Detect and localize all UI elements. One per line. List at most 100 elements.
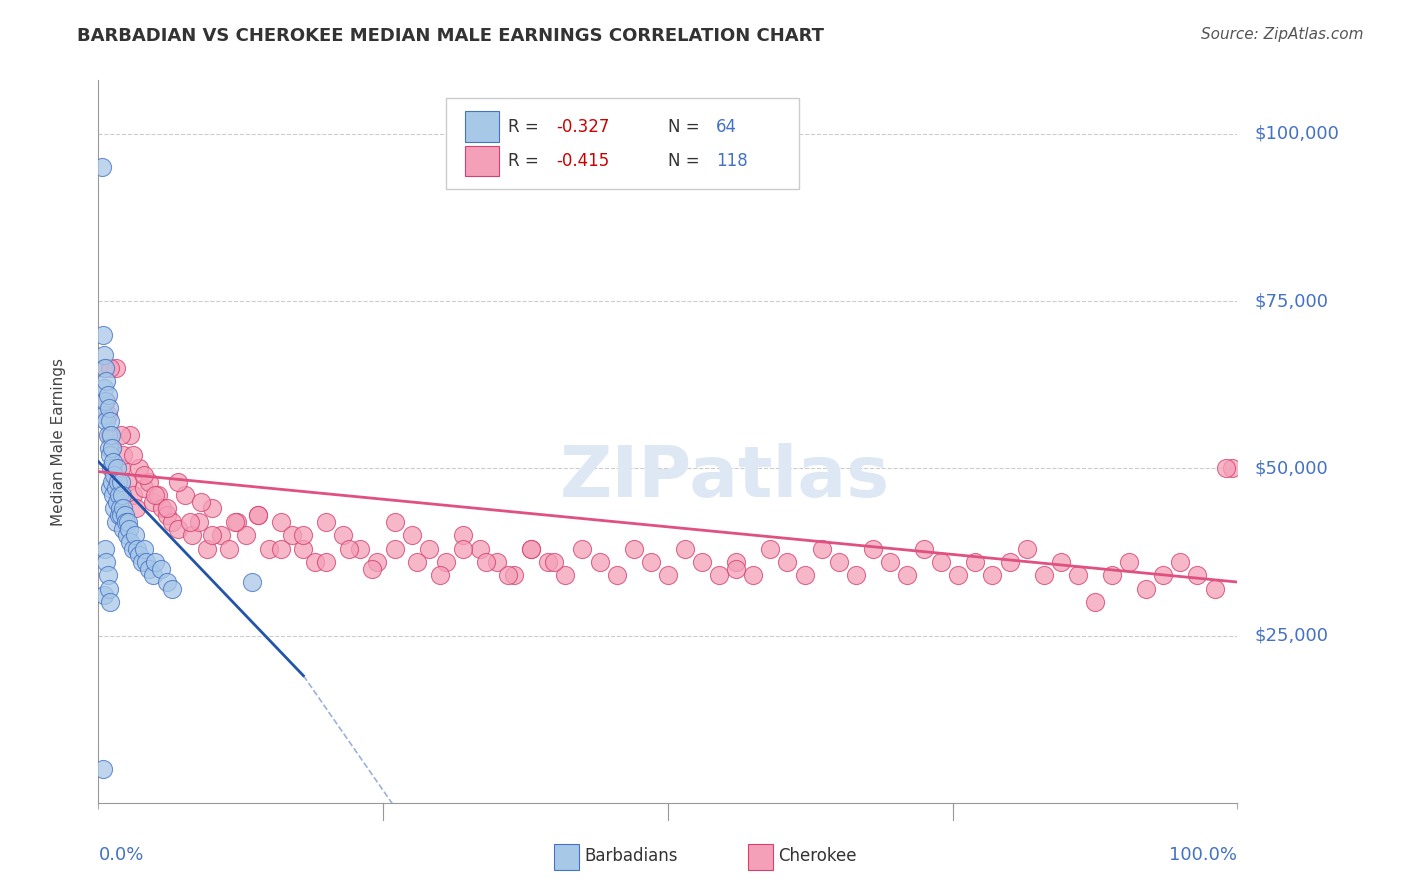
Point	[201, 501, 224, 516]
Point	[690, 555, 713, 569]
Point	[707, 568, 730, 582]
Point	[998, 555, 1021, 569]
Point	[132, 467, 155, 482]
Point	[810, 541, 832, 556]
Point	[132, 541, 155, 556]
Point	[948, 568, 970, 582]
Point	[201, 528, 224, 542]
Point	[429, 568, 451, 582]
Point	[384, 515, 406, 529]
Point	[121, 488, 143, 502]
Point	[97, 582, 120, 596]
Point	[156, 508, 179, 523]
Point	[108, 501, 131, 516]
Point	[100, 461, 122, 475]
Point	[91, 327, 114, 342]
Text: Cherokee: Cherokee	[779, 847, 856, 865]
Point	[98, 361, 121, 376]
Point	[965, 555, 987, 569]
Text: Source: ZipAtlas.com: Source: ZipAtlas.com	[1201, 27, 1364, 42]
Point	[912, 541, 935, 556]
Point	[1084, 595, 1107, 609]
Point	[1215, 461, 1237, 475]
Point	[150, 562, 173, 576]
Point	[606, 568, 628, 582]
Point	[93, 381, 115, 395]
Point	[1135, 582, 1157, 596]
Point	[110, 475, 132, 489]
Point	[108, 488, 131, 502]
Point	[179, 515, 201, 529]
Point	[520, 541, 543, 556]
Point	[121, 448, 143, 462]
Point	[156, 575, 179, 590]
Point	[1015, 541, 1038, 556]
Point	[571, 541, 593, 556]
Point	[112, 521, 135, 535]
Point	[759, 541, 782, 556]
Point	[96, 408, 118, 422]
Point	[349, 541, 371, 556]
Point	[190, 494, 212, 508]
Point	[98, 595, 121, 609]
Point	[150, 501, 173, 516]
Point	[1204, 582, 1226, 596]
Point	[209, 528, 232, 542]
Point	[115, 475, 138, 489]
Point	[91, 762, 114, 776]
Point	[138, 475, 160, 489]
Point	[981, 568, 1004, 582]
Point	[138, 562, 160, 576]
Point	[418, 541, 440, 556]
Point	[156, 501, 179, 516]
Point	[103, 461, 125, 475]
Point	[1049, 555, 1071, 569]
Point	[1187, 568, 1209, 582]
Point	[434, 555, 457, 569]
Point	[101, 441, 124, 455]
Point	[543, 555, 565, 569]
Point	[131, 555, 153, 569]
Point	[246, 508, 269, 523]
Point	[1220, 461, 1243, 475]
Point	[128, 548, 150, 563]
Point	[503, 568, 526, 582]
Point	[105, 475, 128, 489]
Point	[167, 521, 190, 535]
Point	[103, 467, 125, 482]
Point	[224, 515, 246, 529]
Point	[104, 361, 127, 376]
FancyBboxPatch shape	[465, 146, 499, 177]
Point	[167, 475, 190, 489]
Point	[281, 528, 304, 542]
Point	[725, 555, 748, 569]
Point	[537, 555, 560, 569]
Point	[98, 427, 121, 442]
Text: $75,000: $75,000	[1254, 292, 1329, 310]
Point	[1118, 555, 1140, 569]
Point	[1032, 568, 1054, 582]
Point	[124, 528, 146, 542]
Point	[108, 488, 131, 502]
Text: 118: 118	[716, 153, 748, 170]
Point	[235, 528, 257, 542]
Point	[468, 541, 491, 556]
Point	[120, 427, 142, 442]
FancyBboxPatch shape	[446, 98, 799, 189]
Point	[93, 361, 115, 376]
Point	[114, 515, 136, 529]
Point	[120, 534, 142, 549]
Point	[828, 555, 851, 569]
Point	[451, 541, 474, 556]
Text: Barbadians: Barbadians	[585, 847, 678, 865]
Text: N =: N =	[668, 118, 704, 136]
Point	[742, 568, 765, 582]
Point	[132, 482, 155, 496]
Point	[103, 454, 125, 469]
Point	[121, 541, 143, 556]
Point	[127, 541, 149, 556]
Text: R =: R =	[509, 118, 544, 136]
Point	[146, 488, 169, 502]
Point	[337, 541, 360, 556]
Point	[98, 448, 121, 462]
